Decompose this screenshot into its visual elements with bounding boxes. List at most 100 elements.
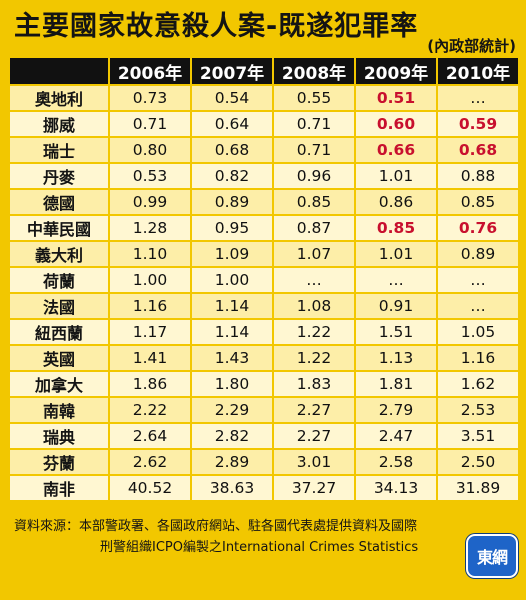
table-body: 奧地利 0.73 0.54 0.55 0.51… 挪威 0.71 0.64 0.71 0.60 0.… <box>10 84 518 500</box>
table-row: 南韓 2.22 2.29 2.27 2.79 2.53 <box>10 396 518 422</box>
country-cell: 荷蘭 <box>10 266 108 292</box>
value-cell: 0.64 <box>190 110 272 136</box>
value-cell: … <box>436 292 518 318</box>
value-cell: 0.91 <box>354 292 436 318</box>
value-cell: 1.09 <box>190 240 272 266</box>
value-cell: 0.59 <box>436 110 518 136</box>
value-cell: 1.01 <box>354 162 436 188</box>
country-cell: 挪威 <box>10 110 108 136</box>
value-cell: 1.10 <box>108 240 190 266</box>
value-cell: 37.27 <box>272 474 354 500</box>
table-row: 南非 40.52 38.63 37.27 34.13 31.89 <box>10 474 518 500</box>
value-cell: 1.62 <box>436 370 518 396</box>
country-cell: 瑞士 <box>10 136 108 162</box>
value-cell: 0.96 <box>272 162 354 188</box>
value-cell: 1.83 <box>272 370 354 396</box>
country-cell: 加拿大 <box>10 370 108 396</box>
value-cell: 0.82 <box>190 162 272 188</box>
value-cell: 1.43 <box>190 344 272 370</box>
value-cell: 34.13 <box>354 474 436 500</box>
value-cell: 0.73 <box>108 84 190 110</box>
chart-title: 主要國家故意殺人案-既遂犯罪率 <box>14 11 419 42</box>
value-cell: 2.50 <box>436 448 518 474</box>
table-row: 中華民國 1.28 0.95 0.87 0.85 0.76 <box>10 214 518 240</box>
value-cell: 2.27 <box>272 422 354 448</box>
value-cell: 0.86 <box>354 188 436 214</box>
value-cell: 0.89 <box>436 240 518 266</box>
value-cell: … <box>436 266 518 292</box>
value-cell: 1.86 <box>108 370 190 396</box>
footer-note: 資料來源：本部警政署、各國政府網站、駐各國代表處提供資料及國際 刑警組織ICPO… <box>14 516 514 558</box>
value-cell: 1.22 <box>272 344 354 370</box>
country-cell: 英國 <box>10 344 108 370</box>
value-cell: … <box>354 266 436 292</box>
value-cell: 2.47 <box>354 422 436 448</box>
value-cell: 1.51 <box>354 318 436 344</box>
value-cell: 0.55 <box>272 84 354 110</box>
value-cell: 31.89 <box>436 474 518 500</box>
table-row: 瑞士 0.80 0.68 0.71 0.66 0.68 <box>10 136 518 162</box>
value-cell: 1.08 <box>272 292 354 318</box>
value-cell: 0.68 <box>190 136 272 162</box>
value-cell: 2.29 <box>190 396 272 422</box>
country-cell: 法國 <box>10 292 108 318</box>
table-row: 奧地利 0.73 0.54 0.55 0.51… <box>10 84 518 110</box>
value-cell: 0.89 <box>190 188 272 214</box>
value-cell: … <box>436 84 518 110</box>
year-header: 2008年 <box>272 58 354 84</box>
value-cell: 2.82 <box>190 422 272 448</box>
table-row: 荷蘭 1.00 1.00……… <box>10 266 518 292</box>
value-cell: 0.85 <box>436 188 518 214</box>
value-cell: 0.85 <box>272 188 354 214</box>
value-cell: 0.95 <box>190 214 272 240</box>
year-header: 2007年 <box>190 58 272 84</box>
value-cell: 40.52 <box>108 474 190 500</box>
value-cell: 0.54 <box>190 84 272 110</box>
value-cell: 2.58 <box>354 448 436 474</box>
country-cell: 奧地利 <box>10 84 108 110</box>
table-row: 英國 1.41 1.43 1.22 1.13 1.16 <box>10 344 518 370</box>
table-row: 加拿大 1.86 1.80 1.83 1.81 1.62 <box>10 370 518 396</box>
value-cell: 2.27 <box>272 396 354 422</box>
value-cell: 3.01 <box>272 448 354 474</box>
country-cell: 南韓 <box>10 396 108 422</box>
table-row: 挪威 0.71 0.64 0.71 0.60 0.59 <box>10 110 518 136</box>
year-header: 2006年 <box>108 58 190 84</box>
value-cell: 0.66 <box>354 136 436 162</box>
table-row: 德國 0.99 0.89 0.85 0.86 0.85 <box>10 188 518 214</box>
value-cell: 1.41 <box>108 344 190 370</box>
value-cell: 1.00 <box>190 266 272 292</box>
table-row: 丹麥 0.53 0.82 0.96 1.01 0.88 <box>10 162 518 188</box>
year-header: 2009年 <box>354 58 436 84</box>
value-cell: 1.13 <box>354 344 436 370</box>
value-cell: 1.14 <box>190 292 272 318</box>
country-cell: 中華民國 <box>10 214 108 240</box>
table-row: 法國 1.16 1.14 1.08 0.91… <box>10 292 518 318</box>
value-cell: 0.80 <box>108 136 190 162</box>
value-cell: 1.17 <box>108 318 190 344</box>
value-cell: 0.87 <box>272 214 354 240</box>
country-cell: 紐西蘭 <box>10 318 108 344</box>
publisher-logo: 東網 <box>466 534 518 578</box>
value-cell: 0.76 <box>436 214 518 240</box>
value-cell: 0.53 <box>108 162 190 188</box>
value-cell: 0.71 <box>272 110 354 136</box>
value-cell: 2.22 <box>108 396 190 422</box>
value-cell: 1.28 <box>108 214 190 240</box>
value-cell: 1.00 <box>108 266 190 292</box>
value-cell: 0.88 <box>436 162 518 188</box>
value-cell: 1.01 <box>354 240 436 266</box>
header-corner-cell <box>10 58 108 84</box>
value-cell: 1.22 <box>272 318 354 344</box>
country-cell: 芬蘭 <box>10 448 108 474</box>
source-tag: (內政部統計) <box>427 37 516 55</box>
value-cell: 0.99 <box>108 188 190 214</box>
value-cell: 1.07 <box>272 240 354 266</box>
value-cell: 1.16 <box>108 292 190 318</box>
table-row: 芬蘭 2.62 2.89 3.01 2.58 2.50 <box>10 448 518 474</box>
table-row: 義大利 1.10 1.09 1.07 1.01 0.89 <box>10 240 518 266</box>
value-cell: 0.71 <box>108 110 190 136</box>
value-cell: … <box>272 266 354 292</box>
country-cell: 丹麥 <box>10 162 108 188</box>
year-header: 2010年 <box>436 58 518 84</box>
